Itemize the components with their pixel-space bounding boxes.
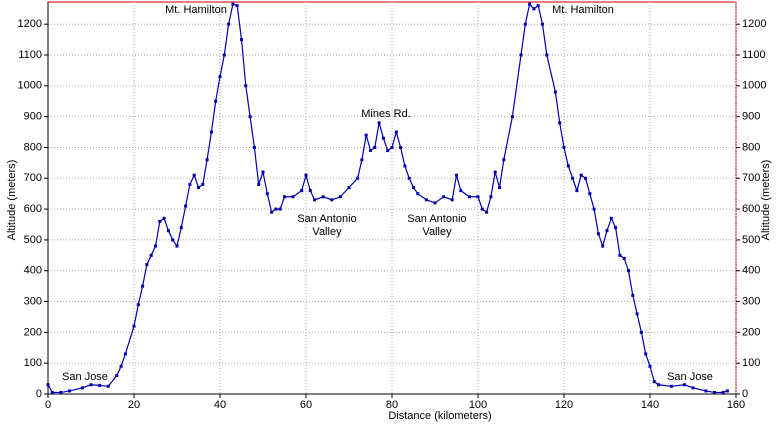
y-tick-label: 100 <box>24 357 42 369</box>
annotation: San Jose <box>667 371 713 383</box>
y-tick-label: 1000 <box>18 80 42 92</box>
y-tick-label: 900 <box>24 111 42 123</box>
x-tick-label: 40 <box>214 399 226 411</box>
annotation: Mines Rd. <box>361 108 411 120</box>
y-tick-label: 200 <box>24 326 42 338</box>
x-tick-label: 60 <box>300 399 312 411</box>
y-tick-label: 300 <box>24 295 42 307</box>
x-tick-label: 140 <box>641 399 659 411</box>
annotation: Valley <box>312 226 342 238</box>
annotation: San Antonio <box>297 213 356 225</box>
y-axis-label: Altitude (meters) <box>6 160 18 241</box>
y2-tick-label: 0 <box>742 388 748 400</box>
x-tick-label: 20 <box>128 399 140 411</box>
y2-tick-label: 300 <box>742 295 760 307</box>
y2-tick-label: 200 <box>742 326 760 338</box>
y-tick-label: 400 <box>24 265 42 277</box>
y2-tick-label: 500 <box>742 234 760 246</box>
y2-tick-label: 600 <box>742 203 760 215</box>
y2-tick-label: 900 <box>742 111 760 123</box>
y2-tick-label: 700 <box>742 172 760 184</box>
annotation: Valley <box>422 226 452 238</box>
y-tick-label: 800 <box>24 141 42 153</box>
y-tick-label: 600 <box>24 203 42 215</box>
y-tick-label: 1100 <box>18 49 42 61</box>
annotation: San Antonio <box>407 213 466 225</box>
y2-tick-label: 100 <box>742 357 760 369</box>
y-tick-label: 0 <box>36 388 42 400</box>
annotation: Mt. Hamilton <box>165 4 227 16</box>
x-tick-label: 80 <box>386 399 398 411</box>
y2-tick-label: 1200 <box>742 18 766 30</box>
y2-tick-label: 800 <box>742 141 760 153</box>
x-tick-label: 120 <box>555 399 573 411</box>
line <box>46 2 729 394</box>
x-tick-label: 160 <box>727 399 745 411</box>
annotation: San Jose <box>62 371 108 383</box>
y2-axis-label: Altitude (meters) <box>760 160 772 241</box>
y2-tick-label: 1000 <box>742 80 766 92</box>
y2-tick-label: 400 <box>742 265 760 277</box>
x-tick-label: 0 <box>45 399 51 411</box>
x-axis-label: Distance (kilometers) <box>388 410 491 422</box>
x-tick-label: 100 <box>469 399 487 411</box>
y-tick-label: 700 <box>24 172 42 184</box>
y-tick-label: 1200 <box>18 18 42 30</box>
annotation: Mt. Hamilton <box>552 4 614 16</box>
y2-tick-label: 1100 <box>742 49 766 61</box>
y-tick-label: 500 <box>24 234 42 246</box>
